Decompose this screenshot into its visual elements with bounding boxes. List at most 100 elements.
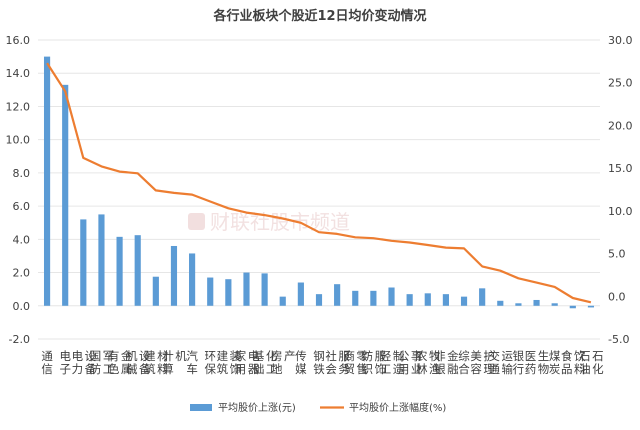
watermark-text: 财联社股市频道	[210, 210, 350, 234]
right-axis-ticks: -5.0 0.0 5.0 10.0 15.0 20.0 25.0 30.0	[608, 34, 633, 346]
bar	[170, 245, 178, 306]
bar	[370, 290, 377, 306]
bar	[134, 235, 141, 306]
category-label-char: 用	[235, 362, 247, 376]
category-label-char: 金	[447, 349, 459, 363]
category-label-char: 汽	[186, 349, 198, 363]
category-label-char: 色	[108, 362, 120, 376]
left-tick-label: 10.0	[6, 134, 31, 147]
bar	[424, 293, 431, 306]
category-label-char: 护	[483, 349, 495, 363]
bar	[569, 305, 576, 309]
category-label-char: 农	[416, 349, 428, 363]
category-label-char: 公	[398, 349, 410, 363]
category-label-char: 牧	[429, 349, 441, 363]
category-label-char: 铁	[313, 362, 325, 376]
category-label-char: 工	[103, 362, 115, 376]
category-label-char: 运	[502, 349, 514, 363]
right-tick-label: 25.0	[608, 77, 633, 90]
left-tick-label: 6.0	[13, 200, 31, 213]
legend-label-line: 平均股价上涨幅度(%)	[349, 401, 446, 414]
bar	[261, 273, 268, 306]
category-label-char: 产	[284, 349, 296, 363]
bar	[533, 299, 540, 306]
category-label-char: 饰	[230, 362, 242, 376]
bar	[62, 84, 69, 306]
category-label-char: 饮	[574, 349, 586, 363]
category-label-char: 备	[139, 362, 151, 376]
line-path	[46, 62, 592, 304]
category-label-char: 基	[253, 349, 265, 363]
category-label-char: 础	[253, 362, 265, 376]
right-tick-label: 10.0	[608, 205, 633, 218]
category-label-char: 合	[458, 362, 470, 376]
category-label-char: 筑	[217, 362, 229, 376]
category-label-char: 综	[458, 349, 470, 363]
left-tick-label: -2.0	[9, 333, 30, 346]
bar	[225, 279, 232, 306]
category-label-char: 电	[59, 349, 71, 363]
category-label-char: 美	[470, 349, 482, 363]
category-label-char: 机	[126, 349, 138, 363]
category-label-char: 建	[144, 349, 156, 363]
category-label-char: 务	[338, 362, 350, 376]
category-label-char: 家	[235, 349, 247, 363]
category-label-char: 机	[175, 349, 187, 363]
legend-label-bar: 平均股价上涨(元)	[218, 402, 296, 414]
category-label-char: 防	[90, 362, 102, 376]
category-label-char: 生	[538, 349, 550, 363]
category-label-char: 容	[470, 362, 482, 376]
category-label-char: 工	[266, 362, 278, 376]
chart-title: 各行业板块个股近12日均价变动情况	[212, 8, 426, 24]
category-label-char: 国	[90, 349, 102, 363]
category-label-char: 料	[574, 362, 586, 376]
category-label-char: 行	[513, 362, 525, 376]
category-label-char: 保	[204, 362, 216, 376]
category-label-char: 车	[186, 362, 198, 376]
category-label-char: 物	[538, 362, 550, 376]
category-label-char: 银	[513, 349, 525, 363]
category-label-char: 电	[72, 349, 84, 363]
bar	[515, 303, 522, 306]
right-tick-label: 0.0	[608, 290, 626, 303]
category-label-char: 器	[248, 362, 260, 376]
category-label-char: 织	[362, 362, 374, 376]
category-label-char: 饰	[375, 362, 387, 376]
category-label-char: 药	[525, 362, 537, 376]
category-label-char: 信	[41, 362, 53, 376]
left-axis-ticks: -2.0 0.0 2.0 4.0 6.0 8.0 10.0 12.0 14.0 16.0	[6, 34, 31, 346]
category-label-char: 力	[72, 362, 84, 376]
category-label-char: 煤	[549, 349, 561, 363]
category-label-char: 非	[434, 349, 446, 363]
category-label-char: 地	[271, 362, 283, 376]
category-label-char: 理	[483, 362, 495, 376]
category-label-char: 有	[108, 349, 120, 363]
category-label-char: 油	[579, 362, 591, 376]
category-label-char: 石	[579, 349, 591, 363]
bar	[116, 236, 123, 306]
category-label-char: 建	[217, 349, 229, 363]
bar	[334, 284, 341, 306]
line-series	[46, 62, 592, 304]
bar	[497, 300, 504, 306]
left-tick-label: 16.0	[6, 34, 31, 47]
bar	[352, 290, 359, 306]
category-label-char: 属	[121, 362, 133, 376]
category-label-char: 钢	[313, 349, 325, 363]
category-label-char: 交	[489, 349, 501, 363]
left-tick-label: 14.0	[6, 67, 31, 80]
category-label-char: 银	[434, 362, 446, 376]
category-label-char: 医	[525, 349, 537, 363]
bar	[279, 296, 286, 306]
bar	[460, 296, 468, 306]
category-label-char: 服	[375, 349, 387, 363]
category-label-char: 纺	[362, 349, 374, 363]
right-tick-label: 20.0	[608, 119, 633, 132]
bar	[152, 276, 159, 306]
category-label-char: 算	[162, 362, 174, 376]
category-label-char: 会	[325, 362, 337, 376]
bar	[388, 287, 395, 306]
bar	[43, 56, 51, 306]
bar	[297, 282, 304, 306]
bar	[315, 294, 323, 306]
